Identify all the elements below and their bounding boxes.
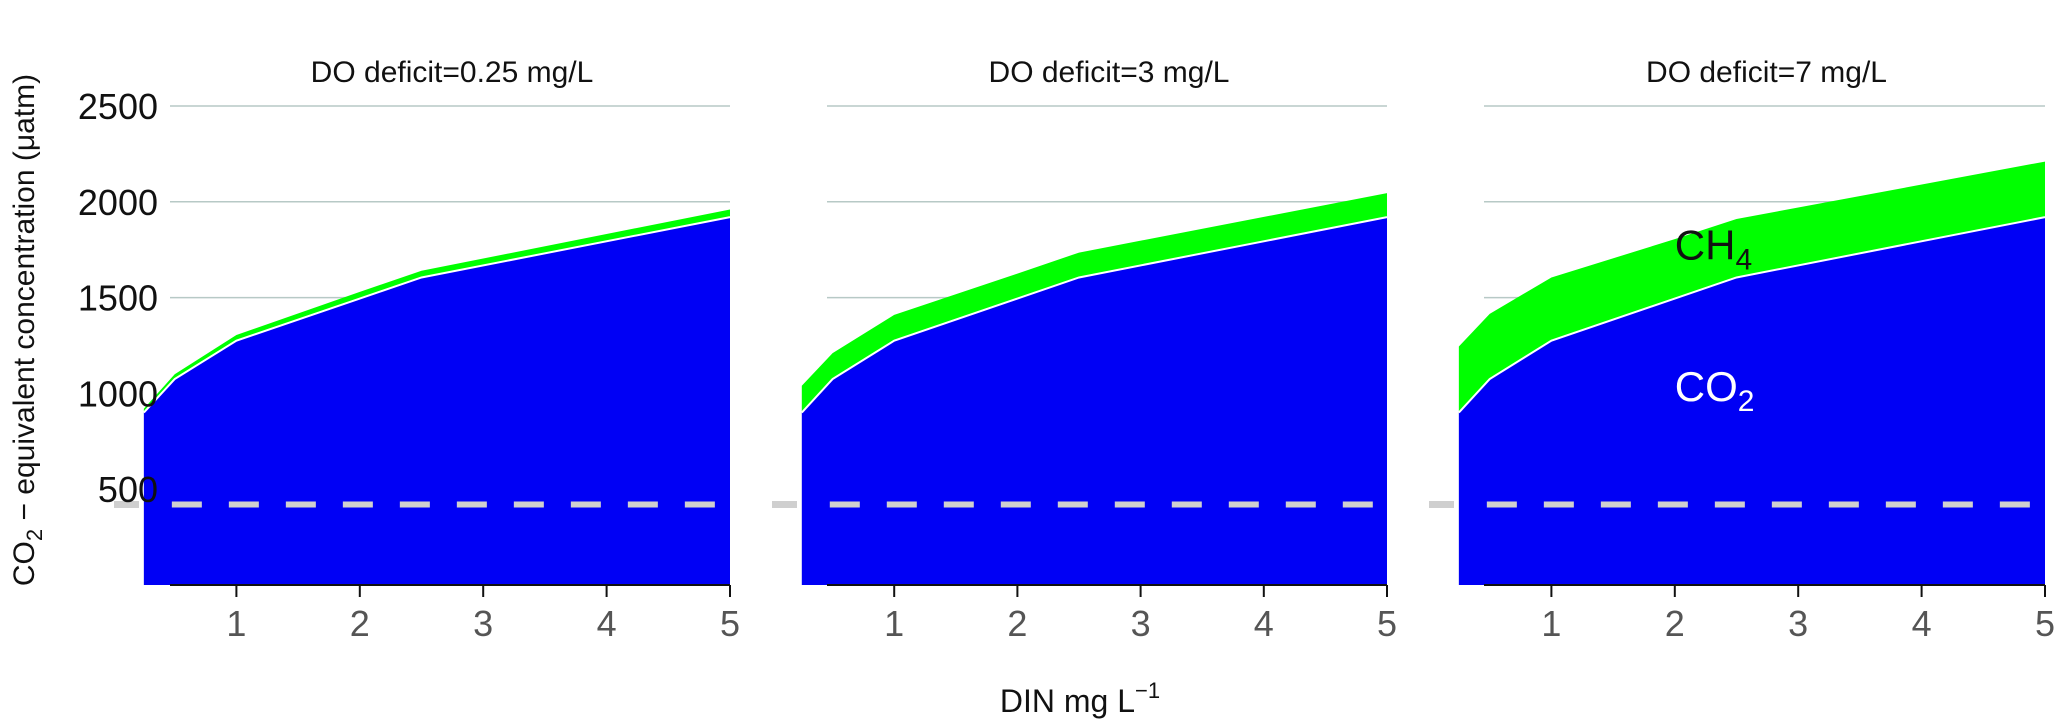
x-tick-label-1: 1 — [884, 603, 904, 644]
x-tick-label-5: 5 — [1377, 603, 1397, 644]
y-axis-label-main: CO — [8, 541, 41, 586]
x-axis-label-main: DIN mg L — [1000, 683, 1135, 719]
x-tick-label-4: 4 — [1254, 603, 1274, 644]
x-axis-label-superscript: −1 — [1135, 678, 1160, 703]
x-tick-label-4: 4 — [1912, 603, 1932, 644]
y-axis-label-subscript: 2 — [22, 529, 47, 541]
x-tick-label-4: 4 — [597, 603, 617, 644]
y-tick-label-1000: 1000 — [78, 373, 158, 414]
panel-title: DO deficit=3 mg/L — [989, 56, 1230, 89]
panels: 1 2 3 4 5 500 1000 1500 2000 2500 DO deficit=0.25 … — [78, 56, 2055, 644]
co2-area — [143, 217, 731, 586]
annotation-subscript: 2 — [1738, 385, 1755, 418]
ch4-area — [801, 193, 1387, 413]
y-tick-label-2000: 2000 — [78, 182, 158, 223]
x-tick-label-5: 5 — [2035, 603, 2055, 644]
y-axis-label-rest: − equivalent concentration (μatm) — [8, 74, 41, 529]
panel-2: 1 2 3 4 5 DO deficit=3 mg/L — [772, 56, 1397, 644]
co2-boundary-line — [1458, 216, 2046, 414]
x-axis-label: DIN mg L−1 — [1000, 678, 1160, 719]
x-tick-label-2: 2 — [350, 603, 370, 644]
y-tick-label-2500: 2500 — [78, 86, 158, 127]
panel-title: DO deficit=0.25 mg/L — [311, 56, 594, 89]
annotation-text: CH — [1675, 221, 1736, 268]
x-tick-label-3: 3 — [1788, 603, 1808, 644]
co2-boundary-line — [801, 216, 1388, 414]
co2-area — [801, 217, 1387, 586]
x-tick-label-3: 3 — [1131, 603, 1151, 644]
y-tick-label-1500: 1500 — [78, 278, 158, 319]
x-tick-label-1: 1 — [226, 603, 246, 644]
panel-1: 1 2 3 4 5 500 1000 1500 2000 2500 DO deficit=0.25 … — [78, 56, 740, 644]
x-tick-label-3: 3 — [473, 603, 493, 644]
y-axis-label: CO2 − equivalent concentration (μatm) — [8, 74, 47, 586]
annotation-co2: CO2 — [1675, 363, 1755, 418]
annotation-subscript: 4 — [1735, 243, 1752, 276]
x-tick-label-5: 5 — [720, 603, 740, 644]
co2-boundary-line — [143, 216, 731, 414]
y-tick-label-500: 500 — [98, 469, 158, 510]
annotation-ch4: CH4 — [1675, 221, 1752, 276]
x-tick-label-1: 1 — [1541, 603, 1561, 644]
panel-title: DO deficit=7 mg/L — [1646, 56, 1887, 89]
co2-area — [1458, 217, 2045, 586]
ch4-area — [1458, 161, 2045, 413]
x-tick-label-2: 2 — [1007, 603, 1027, 644]
x-tick-label-2: 2 — [1665, 603, 1685, 644]
annotation-text: CO — [1675, 363, 1738, 410]
